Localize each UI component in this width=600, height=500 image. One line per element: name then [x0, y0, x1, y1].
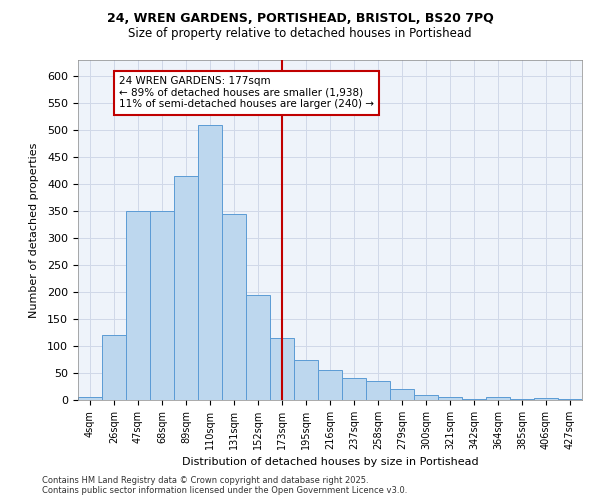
- Bar: [294, 360, 318, 400]
- Bar: [78, 398, 102, 400]
- Bar: [126, 211, 150, 400]
- Bar: [438, 398, 462, 400]
- Bar: [102, 335, 126, 400]
- Bar: [366, 381, 390, 400]
- Bar: [534, 398, 558, 400]
- Y-axis label: Number of detached properties: Number of detached properties: [29, 142, 39, 318]
- Bar: [462, 399, 486, 400]
- Bar: [318, 370, 342, 400]
- X-axis label: Distribution of detached houses by size in Portishead: Distribution of detached houses by size …: [182, 458, 478, 468]
- Bar: [270, 338, 294, 400]
- Bar: [510, 399, 534, 400]
- Bar: [414, 394, 438, 400]
- Bar: [198, 125, 222, 400]
- Text: Contains HM Land Registry data © Crown copyright and database right 2025.
Contai: Contains HM Land Registry data © Crown c…: [42, 476, 407, 495]
- Text: 24, WREN GARDENS, PORTISHEAD, BRISTOL, BS20 7PQ: 24, WREN GARDENS, PORTISHEAD, BRISTOL, B…: [107, 12, 493, 26]
- Bar: [174, 176, 198, 400]
- Bar: [342, 378, 366, 400]
- Bar: [558, 399, 582, 400]
- Bar: [150, 211, 174, 400]
- Text: Size of property relative to detached houses in Portishead: Size of property relative to detached ho…: [128, 28, 472, 40]
- Bar: [390, 389, 414, 400]
- Bar: [246, 295, 270, 400]
- Bar: [486, 398, 510, 400]
- Text: 24 WREN GARDENS: 177sqm
← 89% of detached houses are smaller (1,938)
11% of semi: 24 WREN GARDENS: 177sqm ← 89% of detache…: [119, 76, 374, 110]
- Bar: [222, 214, 246, 400]
